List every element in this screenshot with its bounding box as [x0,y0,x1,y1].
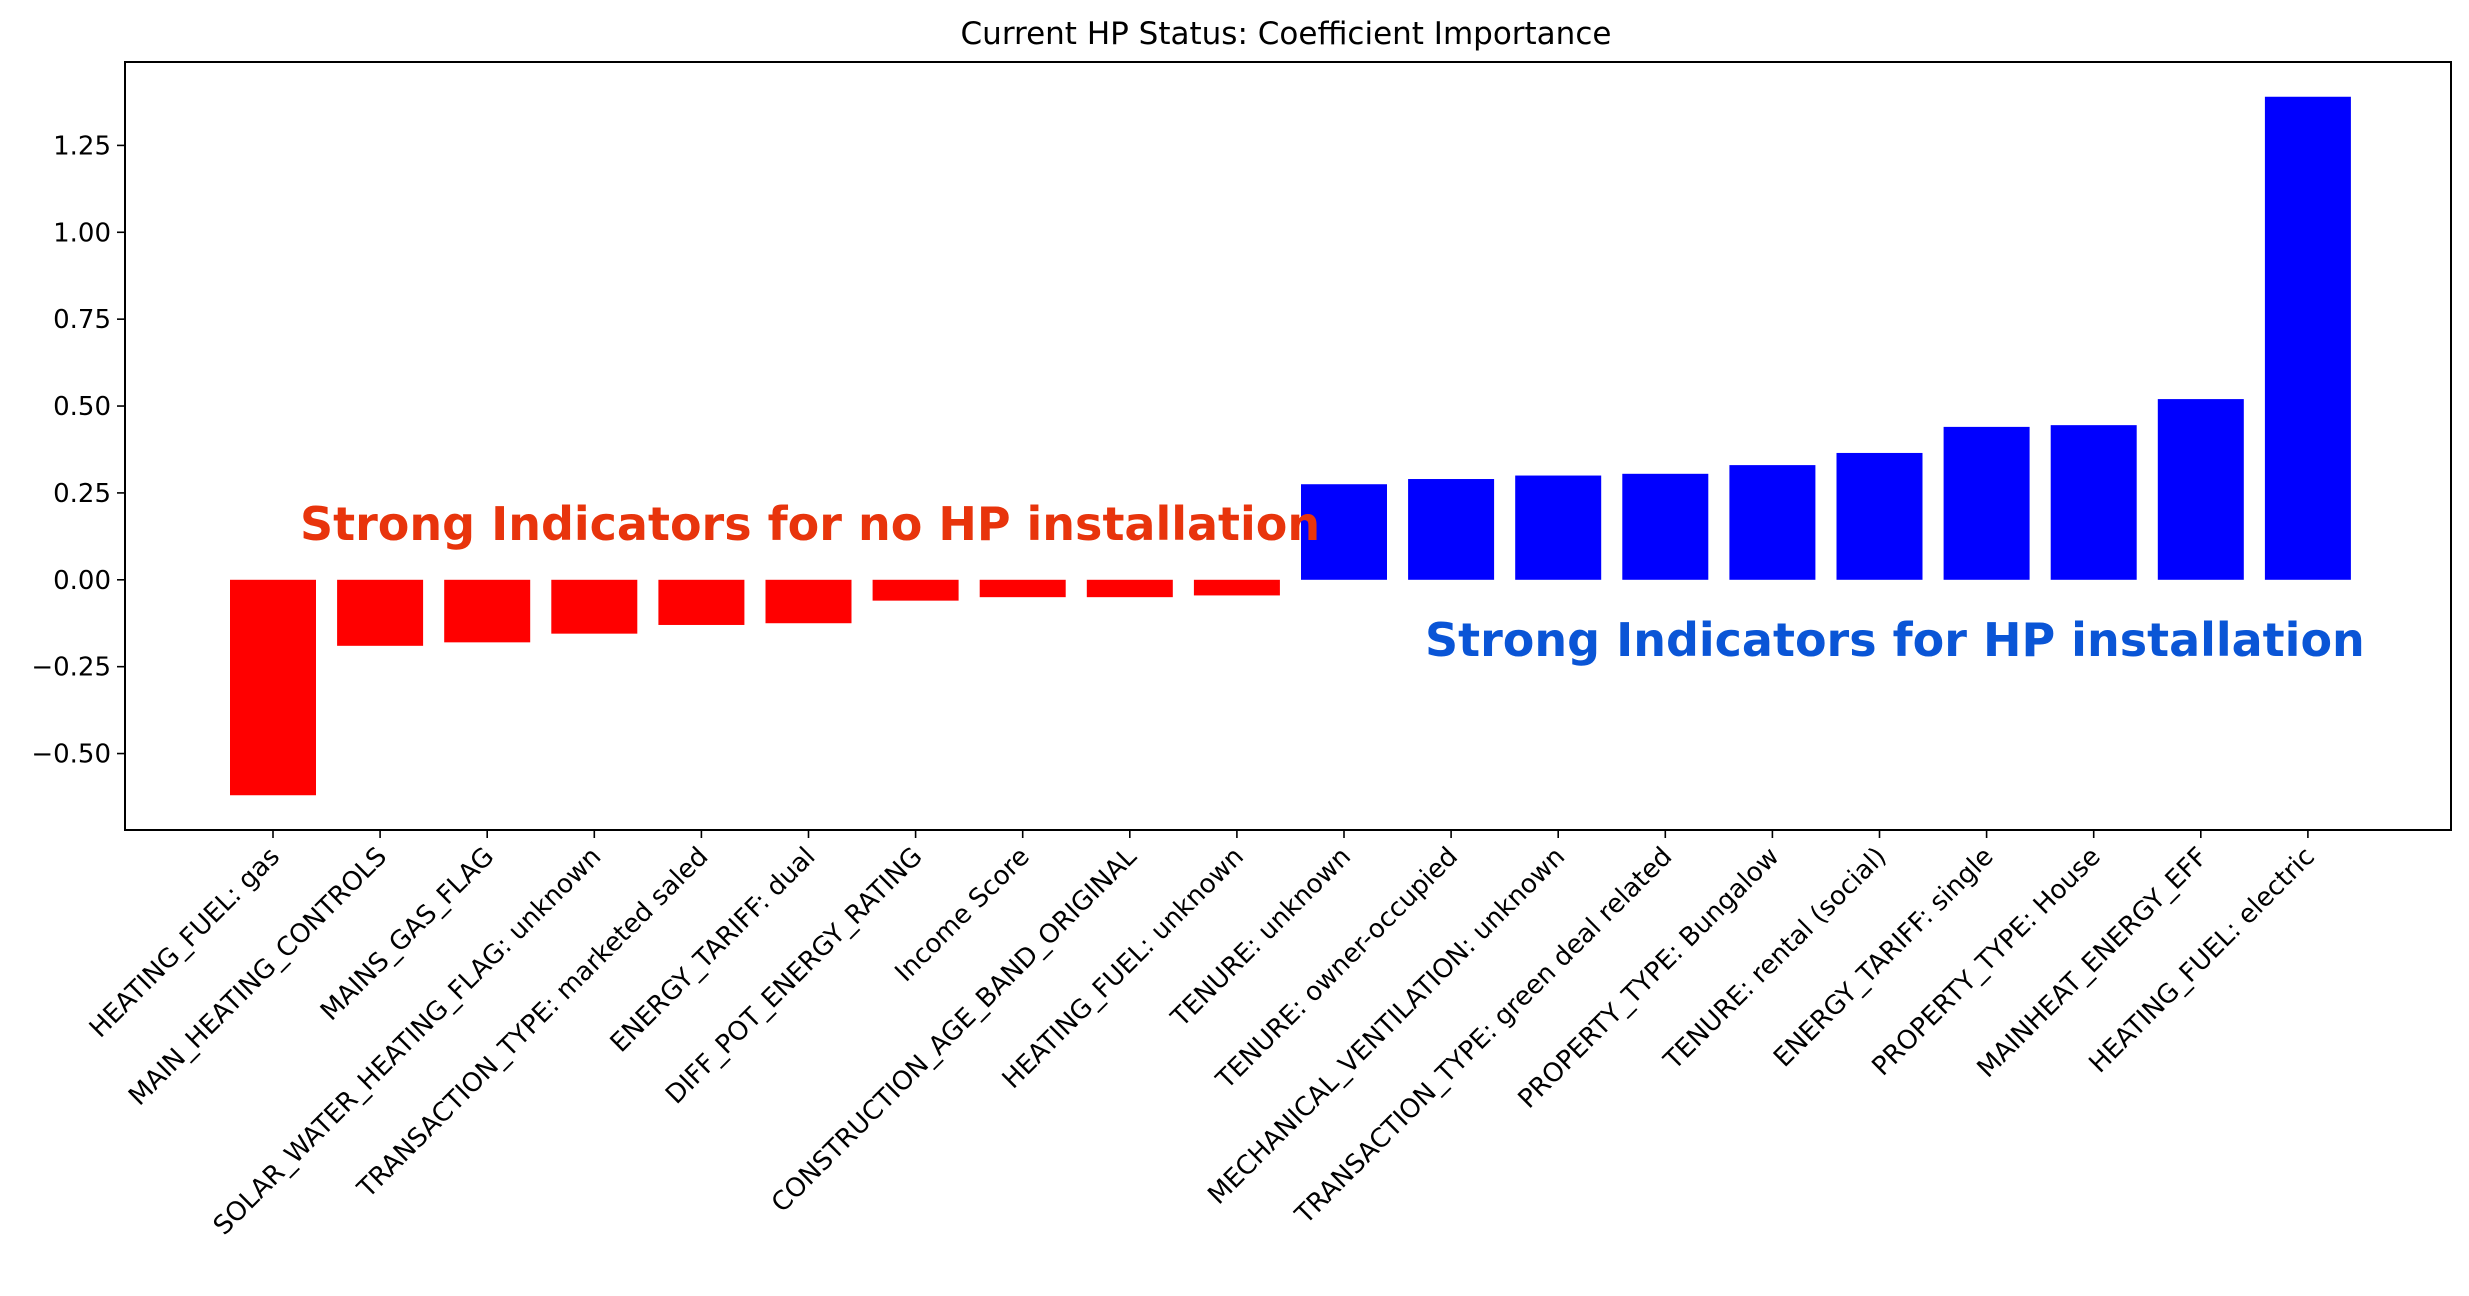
annotation-no-hp: Strong Indicators for no HP installation [300,497,1320,551]
y-tick-label: 1.00 [53,218,111,248]
y-tick-label: −0.50 [31,740,111,770]
bar [2157,399,2244,580]
bar [1622,473,1709,580]
bar [1943,426,2030,580]
y-tick-label: 0.25 [53,479,111,509]
chart-title: Current HP Status: Coefficient Importanc… [961,16,1612,52]
y-tick-label: −0.25 [31,653,111,683]
x-axis: HEATING_FUEL: gasMAIN_HEATING_CONTROLSMA… [84,830,2321,1241]
y-tick-label: 0.75 [53,305,111,335]
y-axis: −0.50 −0.25 0.00 0.25 0.50 0.75 1.00 1.25 [31,131,125,770]
x-tick-label: HEATING_FUEL: gas [84,842,286,1044]
bar [1515,475,1602,580]
bar [1193,579,1280,596]
bar [658,579,745,625]
bar [1086,579,1173,598]
x-tick-label: SOLAR_WATER_HEATING_FLAG: unknown [208,842,607,1241]
bar [1408,479,1495,580]
x-tick-label: TRANSACTION_TYPE: green deal related [1289,842,1678,1231]
x-tick-label: ENERGY_TARIFF: dual [605,842,822,1059]
plot-frame [124,61,2452,831]
x-tick-label: CONSTRUCTION_AGE_BAND_ORIGINAL [766,841,1143,1218]
x-tick-label: ENERGY_TARIFF: single [1768,842,1999,1073]
annotation-hp: Strong Indicators for HP installation [1425,613,2365,667]
bar [2264,96,2351,580]
bars-layer [230,96,2351,796]
x-tick-label: PROPERTY_TYPE: House [1866,842,2106,1082]
bar [230,579,316,796]
y-tick-label: 0.50 [53,392,111,422]
bar [2050,425,2137,580]
bar [551,579,638,634]
y-tick-label: 1.25 [53,131,111,161]
bar [872,579,959,601]
x-tick-label: TENURE: rental (social) [1658,842,1893,1077]
bar [444,579,531,643]
bar [979,579,1066,598]
bar [337,579,424,646]
bar [765,579,852,624]
y-tick-label: 0.00 [53,566,111,596]
bar [1836,452,1923,580]
bar [1729,465,1816,580]
x-tick-label: TENURE: unknown [1165,842,1357,1034]
bar [1301,484,1387,580]
x-tick-label: HEATING_FUEL: electric [2083,842,2320,1079]
